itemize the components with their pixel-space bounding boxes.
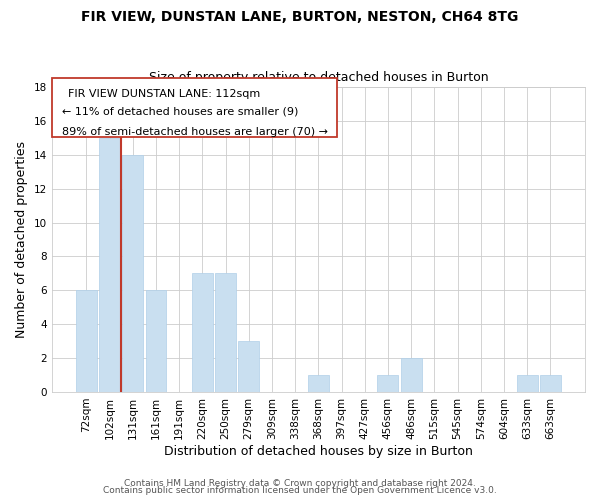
Bar bbox=[192, 274, 213, 392]
Text: Contains public sector information licensed under the Open Government Licence v3: Contains public sector information licen… bbox=[103, 486, 497, 495]
Text: ← 11% of detached houses are smaller (9): ← 11% of detached houses are smaller (9) bbox=[62, 106, 299, 117]
Bar bbox=[308, 375, 329, 392]
Bar bbox=[401, 358, 422, 392]
Bar bbox=[238, 341, 259, 392]
Bar bbox=[122, 155, 143, 392]
Text: FIR VIEW DUNSTAN LANE: 112sqm: FIR VIEW DUNSTAN LANE: 112sqm bbox=[68, 88, 260, 99]
Bar bbox=[540, 375, 561, 392]
Bar bbox=[76, 290, 97, 392]
FancyBboxPatch shape bbox=[52, 78, 337, 138]
Y-axis label: Number of detached properties: Number of detached properties bbox=[15, 141, 28, 338]
Bar bbox=[146, 290, 166, 392]
Bar bbox=[99, 138, 120, 392]
Text: FIR VIEW, DUNSTAN LANE, BURTON, NESTON, CH64 8TG: FIR VIEW, DUNSTAN LANE, BURTON, NESTON, … bbox=[82, 10, 518, 24]
Bar bbox=[215, 274, 236, 392]
Bar bbox=[517, 375, 538, 392]
Bar bbox=[377, 375, 398, 392]
Text: 89% of semi-detached houses are larger (70) →: 89% of semi-detached houses are larger (… bbox=[62, 126, 328, 136]
Title: Size of property relative to detached houses in Burton: Size of property relative to detached ho… bbox=[149, 72, 488, 85]
Text: Contains HM Land Registry data © Crown copyright and database right 2024.: Contains HM Land Registry data © Crown c… bbox=[124, 478, 476, 488]
X-axis label: Distribution of detached houses by size in Burton: Distribution of detached houses by size … bbox=[164, 444, 473, 458]
